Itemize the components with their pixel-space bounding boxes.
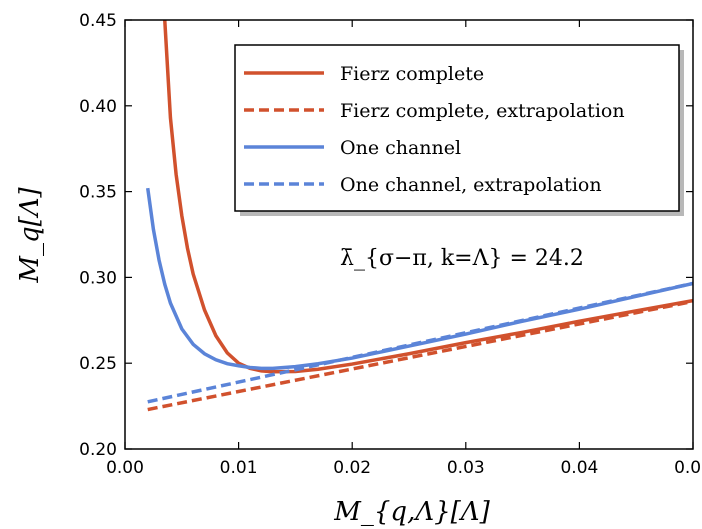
y-tick-label: 0.40 [79, 97, 117, 117]
y-tick-label: 0.25 [79, 354, 117, 374]
y-tick-label: 0.45 [79, 11, 117, 31]
legend-label-3: One channel, extrapolation [340, 174, 602, 196]
x-tick-label: 0.04 [560, 458, 598, 478]
x-tick-label: 0.00 [106, 458, 144, 478]
series-line-3 [147, 281, 693, 404]
plot-frame [124, 19, 694, 450]
y-tick-label: 0.30 [79, 268, 117, 288]
annotation-lambda-text: λ̄_{σ−π, k=Λ} = 24.2 [340, 246, 584, 271]
legend-items: Fierz complete Fierz complete, extrapolat… [244, 63, 625, 196]
legend-label-1: Fierz complete, extrapolation [340, 100, 625, 122]
x-axis-label: M_{q,Λ}[Λ] [333, 497, 490, 527]
legend-label-2: One channel [340, 137, 461, 159]
series-line-2 [145, 187, 693, 371]
x-tick-label: 0.05 [674, 458, 702, 478]
y-tick-label: 0.35 [79, 183, 117, 203]
legend: Fierz complete Fierz complete, extrapolat… [234, 44, 684, 216]
plot-area [124, 19, 694, 450]
y-axis-label: M_q[Λ] [15, 186, 45, 283]
legend-label-0: Fierz complete [340, 63, 484, 85]
x-tick-label: 0.03 [447, 458, 485, 478]
x-tick-label: 0.01 [220, 458, 258, 478]
series-line-1 [147, 299, 693, 412]
annotation-lambda: λ̄_{σ−π, k=Λ} = 24.2 [340, 246, 584, 271]
axis-ticks: 0.00 0.01 0.02 0.03 0.04 0.05 0.20 0.25 0.30 0.35… [79, 11, 702, 478]
x-tick-label: 0.02 [333, 458, 371, 478]
y-tick-label: 0.20 [79, 440, 117, 460]
